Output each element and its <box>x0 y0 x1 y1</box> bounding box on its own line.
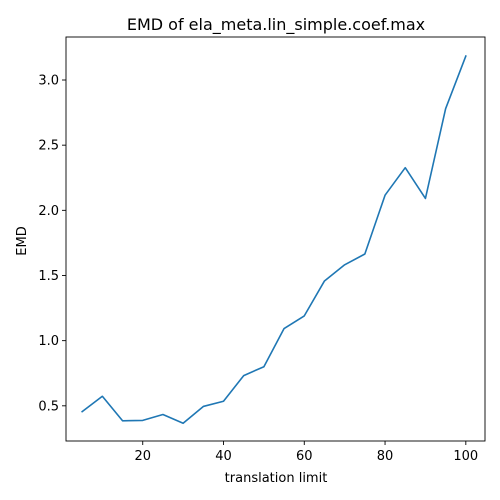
x-axis-ticks: 20 40 60 80 100 <box>134 441 478 464</box>
x-tick-label: 20 <box>134 449 151 464</box>
y-axis-ticks: 0.5 1.0 1.5 2.0 2.5 3.0 <box>38 74 66 414</box>
x-tick-label: 100 <box>453 449 478 464</box>
series-line <box>81 54 467 425</box>
y-tick-label: 2.0 <box>38 204 59 219</box>
x-tick-label: 80 <box>377 449 394 464</box>
y-axis-label: EMD <box>15 226 30 255</box>
x-axis-label: translation limit <box>225 471 328 486</box>
y-tick-label: 1.0 <box>38 334 59 349</box>
x-tick-label: 40 <box>215 449 232 464</box>
plot-area <box>65 36 486 442</box>
axes-frame <box>65 36 486 442</box>
x-tick-label: 60 <box>296 449 313 464</box>
y-tick-label: 2.5 <box>38 139 59 154</box>
chart-title: EMD of ela_meta.lin_simple.coef.max <box>127 15 425 35</box>
y-tick-label: 0.5 <box>38 399 59 414</box>
y-tick-label: 3.0 <box>38 74 59 89</box>
y-tick-label: 1.5 <box>38 269 59 284</box>
